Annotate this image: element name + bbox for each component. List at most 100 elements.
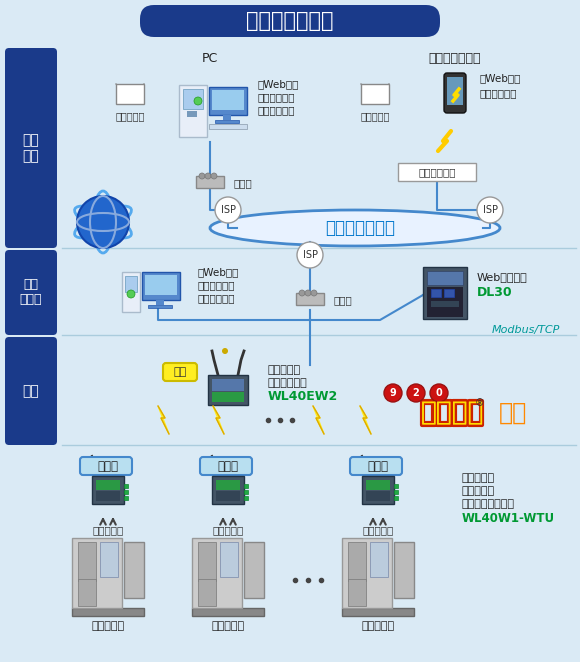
Bar [216,480,240,490]
Circle shape [215,197,241,223]
Bar [100,542,118,577]
Text: DL30: DL30 [477,285,513,299]
Bar [92,476,124,504]
Text: 製造装置１: 製造装置１ [92,621,125,631]
Bar [116,84,144,104]
Bar [78,579,96,606]
Bar [220,542,238,577]
Text: ワイヤレス: ワイヤレス [462,473,495,483]
Bar [244,542,264,598]
Bar [342,538,392,608]
Bar [196,176,224,188]
Text: インターネット: インターネット [325,219,395,237]
FancyBboxPatch shape [163,363,197,381]
Text: WL40EW2: WL40EW2 [268,391,338,404]
Text: 電流、電圧: 電流、電圧 [92,525,124,535]
FancyBboxPatch shape [80,457,132,475]
Bar [362,476,394,504]
Bar [156,300,164,305]
Text: メール通報: メール通報 [115,111,144,121]
Text: 子機２: 子機２ [218,459,238,473]
Bar [145,275,177,295]
Bar [244,496,248,500]
Circle shape [407,384,425,402]
Bar [124,542,144,598]
Polygon shape [313,406,324,434]
Text: ・Web監視: ・Web監視 [198,267,240,277]
Bar [198,579,216,606]
Bar [398,163,476,181]
Text: PC: PC [202,52,218,64]
Text: ・メール受信: ・メール受信 [258,105,295,115]
Bar [124,490,128,494]
Bar [342,608,414,616]
Circle shape [211,173,217,179]
Circle shape [477,197,503,223]
Bar [179,85,207,137]
Bar [212,392,244,402]
Text: エコ: エコ [499,401,527,425]
Bar [296,293,324,305]
FancyBboxPatch shape [444,73,466,113]
Circle shape [77,196,129,248]
Text: ISP: ISP [483,205,498,215]
Text: WL40W1-WTU: WL40W1-WTU [462,512,555,524]
Polygon shape [213,406,224,434]
Bar [198,542,216,581]
FancyBboxPatch shape [140,5,440,37]
Text: Webロガー２: Webロガー２ [477,272,528,282]
Bar [209,87,247,115]
Text: システム構成例: システム構成例 [246,11,334,31]
Text: 電力マルチ: 電力マルチ [462,486,495,496]
Circle shape [222,348,228,354]
FancyBboxPatch shape [5,48,57,248]
Text: ルータ: ルータ [233,178,252,188]
Bar [348,579,366,606]
Bar [124,484,128,488]
FancyBboxPatch shape [5,337,57,445]
Text: ルータ: ルータ [333,295,351,305]
Text: 製造装置ｎ: 製造装置ｎ [361,621,394,631]
Bar [394,496,398,500]
Text: 工場: 工場 [23,384,39,398]
Text: ・メール受信: ・メール受信 [198,293,235,303]
Text: トランスデューサ: トランスデューサ [462,499,515,509]
Text: 子機１: 子機１ [97,459,118,473]
Bar [348,542,366,581]
Text: くにまる: くにまる [420,400,484,426]
Circle shape [430,384,448,402]
Bar [366,491,390,501]
Circle shape [384,384,402,402]
Bar [192,538,242,608]
Bar [212,90,244,110]
Circle shape [127,290,135,298]
Bar [78,542,96,581]
Text: くにまる: くにまる [420,400,484,426]
Text: ワイヤレス: ワイヤレス [268,365,301,375]
Polygon shape [360,406,371,434]
Text: 2: 2 [412,388,419,398]
Text: モバイル回線: モバイル回線 [418,167,456,177]
FancyBboxPatch shape [350,457,402,475]
Text: ゲートウェイ: ゲートウェイ [268,378,308,388]
Bar [223,115,231,120]
Text: ・Web監視: ・Web監視 [258,79,299,89]
Text: ・データ収集: ・データ収集 [258,92,295,102]
Bar [183,89,203,109]
Text: ・データ収集: ・データ収集 [198,280,235,290]
Text: ・Web監視: ・Web監視 [480,73,521,83]
Text: くにまる: くにまる [420,400,484,426]
Bar [361,84,389,104]
Text: 9: 9 [390,388,396,398]
Text: スマートフォン: スマートフォン [429,52,481,64]
Text: ®: ® [474,398,484,408]
Text: 親機: 親機 [173,367,187,377]
Bar [394,542,414,598]
Text: 製造装置２: 製造装置２ [212,621,245,631]
Circle shape [297,242,323,268]
Circle shape [205,173,211,179]
Bar [244,484,248,488]
Bar [148,305,172,308]
Bar [423,267,467,319]
Text: メール通報: メール通報 [360,111,390,121]
